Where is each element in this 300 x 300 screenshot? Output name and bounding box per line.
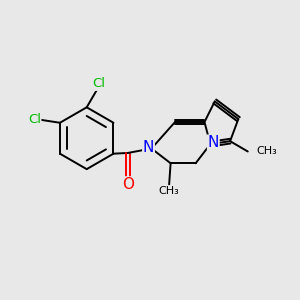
Text: Cl: Cl (92, 77, 105, 90)
Text: Cl: Cl (28, 113, 41, 126)
Text: N: N (143, 140, 154, 154)
Text: N: N (208, 135, 219, 150)
Text: CH₃: CH₃ (256, 146, 277, 157)
Text: CH₃: CH₃ (159, 186, 179, 196)
Text: O: O (122, 177, 134, 192)
